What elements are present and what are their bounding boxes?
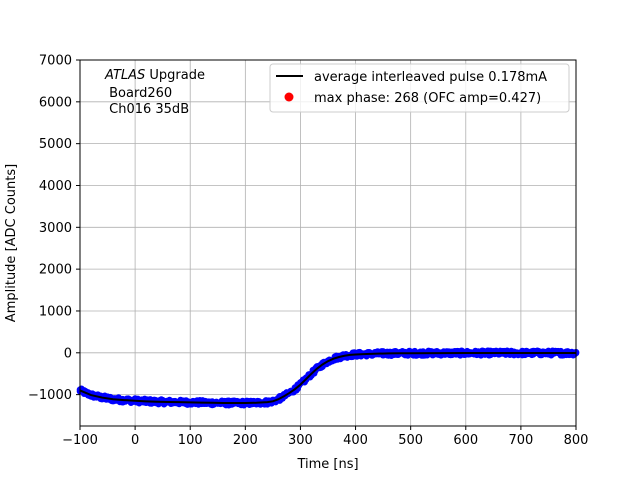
x-tick-label: 700 (508, 433, 533, 448)
x-tick-label: 100 (178, 433, 203, 448)
y-tick-label: −1000 (28, 388, 72, 403)
annotation-line-3: Ch016 35dB (105, 102, 189, 117)
legend: average interleaved pulse 0.178mA max ph… (269, 63, 570, 113)
x-tick-label: 300 (288, 433, 313, 448)
legend-marker-swatch (284, 92, 294, 102)
y-axis-label: Amplitude [ADC Counts] (4, 164, 19, 322)
legend-box (269, 63, 570, 113)
y-tick-label: 2000 (39, 263, 72, 278)
y-tick-label: 7000 (39, 54, 72, 69)
x-tick-label: −100 (62, 433, 98, 448)
x-tick-label: 800 (564, 433, 589, 448)
legend-label-max-phase: max phase: 268 (OFC amp=0.427) (314, 91, 541, 106)
tick-layer: −100 0 100 200 300 400 500 600 700 800−1000010002… (28, 54, 588, 449)
annotation-line-2: Board260 (105, 86, 172, 101)
legend-label-average: average interleaved pulse 0.178mA (314, 70, 547, 85)
annotation-line-1: ATLAS Upgrade (104, 68, 205, 83)
x-tick-label: 400 (343, 433, 368, 448)
x-axis-label: Time [ns] (296, 457, 358, 472)
y-tick-label: 3000 (39, 221, 72, 236)
plot-frame (79, 59, 577, 427)
y-tick-label: 0 (64, 346, 72, 361)
annotation-upgrade: Upgrade (145, 68, 205, 83)
annotation-atlas: ATLAS (104, 68, 145, 83)
x-tick-label: 500 (398, 433, 423, 448)
x-tick-label: 600 (453, 433, 478, 448)
y-tick-label: 6000 (39, 95, 72, 110)
y-tick-label: 5000 (39, 137, 72, 152)
y-tick-label: 1000 (39, 304, 72, 319)
x-tick-label: 0 (131, 433, 139, 448)
average-pulse-line (79, 352, 576, 404)
y-tick-label: 4000 (39, 179, 72, 194)
x-tick-label: 200 (233, 433, 258, 448)
